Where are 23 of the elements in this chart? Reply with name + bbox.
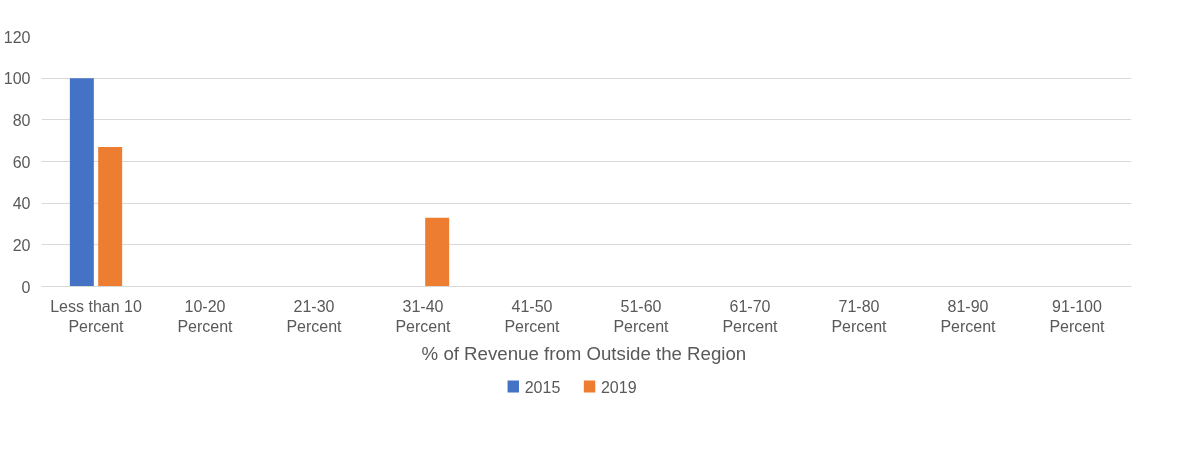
x-tick-label: 51-60 Percent [613,297,670,335]
y-tick-label: 120 [3,28,31,46]
legend-label: 2019 [600,378,637,396]
x-tick-label: 10-20 Percent [177,297,234,335]
bar [69,78,94,287]
y-tick-label: 60 [12,153,31,171]
x-tick-label: 91-100 Percent [1049,297,1106,335]
x-tick-label: 61-70 Percent [722,297,779,335]
bar [98,146,123,287]
y-tick-label: 100 [3,70,31,88]
x-tick-label: 41-50 Percent [504,297,561,335]
x-tick-label: Less than 10 Percent [50,297,142,335]
y-tick-label: 80 [12,111,31,129]
bar [425,217,450,287]
y-tick-label: 20 [12,236,31,254]
x-tick-label: 21-30 Percent [286,297,343,335]
x-axis-title: % of Revenue from Outside the Region [421,342,747,364]
x-tick-label: 71-80 Percent [831,297,888,335]
x-tick-label: 81-90 Percent [940,297,997,335]
y-tick-label: 40 [12,195,31,213]
x-tick-label: 31-40 Percent [395,297,452,335]
y-tick-label: 0 [21,278,31,296]
legend-label: 2015 [524,378,561,396]
